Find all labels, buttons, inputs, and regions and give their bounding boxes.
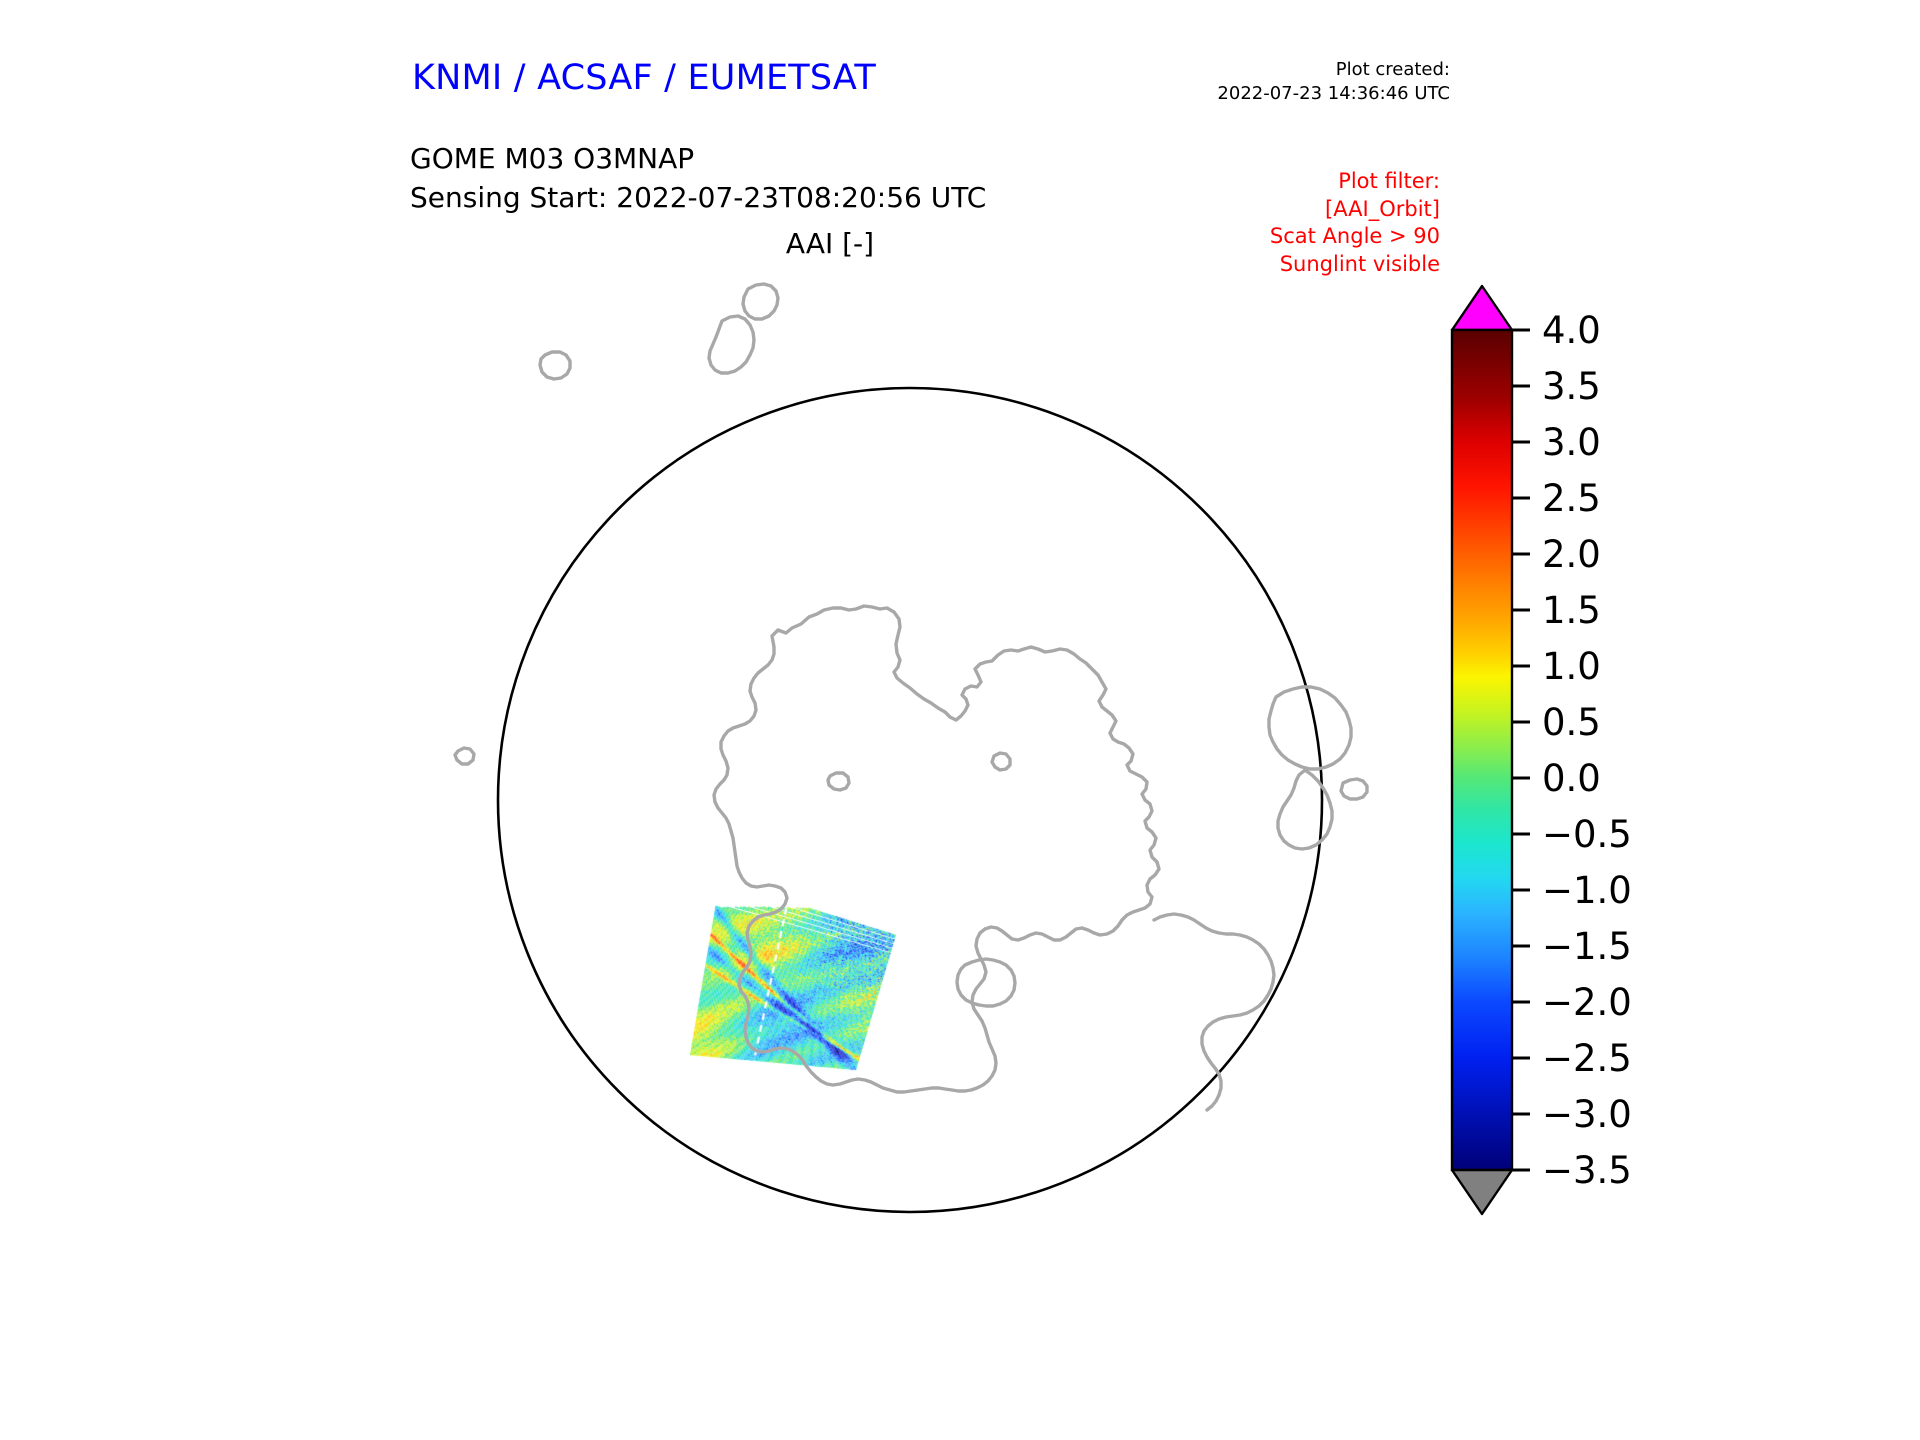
coastline-island-dot bbox=[453, 746, 476, 766]
plot-filter-block: Plot filter: [AAI_Orbit] Scat Angle > 90… bbox=[1090, 168, 1440, 278]
colorbar-tick-label: −1.5 bbox=[1542, 925, 1632, 968]
sensing-start: Sensing Start: 2022-07-23T08:20:56 UTC bbox=[410, 181, 987, 214]
map-area bbox=[400, 265, 1420, 1335]
colorbar-tick-label: 3.0 bbox=[1542, 421, 1601, 464]
colorbar-tick-label: 3.5 bbox=[1542, 365, 1601, 408]
page-title: AAI [-] bbox=[785, 227, 875, 260]
colorbar-tick-label: −3.0 bbox=[1542, 1093, 1632, 1136]
coastline-antarctica bbox=[712, 604, 1161, 1094]
colorbar-tick-label: 2.0 bbox=[1542, 533, 1601, 576]
colorbar-tick-label: 4.0 bbox=[1542, 309, 1601, 352]
plot-filter-label: Plot filter: bbox=[1338, 169, 1440, 193]
colorbar-tick-label: −0.5 bbox=[1542, 813, 1632, 856]
coastline-group bbox=[453, 282, 1369, 1112]
product-block: GOME M03 O3MNAP Sensing Start: 2022-07-2… bbox=[410, 139, 986, 217]
colorbar-gradient-bar bbox=[1450, 328, 1514, 1172]
coastline-tasmania bbox=[538, 350, 572, 381]
colorbar-tick-label: 0.0 bbox=[1542, 757, 1601, 800]
map-boundary-circle bbox=[496, 386, 1324, 1214]
coastline-south-america-south bbox=[1276, 768, 1334, 851]
colorbar: 4.0 3.5 3.0 2.5 2.0 1.5 1.0 0.5 0.0 −0.5 −1.0 −1.5 −… bbox=[1430, 280, 1860, 1350]
colorbar-tick-label: 1.5 bbox=[1542, 589, 1601, 632]
colorbar-tick-label: 0.5 bbox=[1542, 701, 1601, 744]
coastline-island-small-b bbox=[990, 751, 1012, 772]
colorbar-over-arrow bbox=[1450, 284, 1514, 332]
coastline-falklands bbox=[1339, 777, 1369, 801]
colorbar-tick-label: −1.0 bbox=[1542, 869, 1632, 912]
colorbar-tick-label: 1.0 bbox=[1542, 645, 1601, 688]
plot-created-label: Plot created: bbox=[1335, 59, 1450, 80]
coastline-antarctic-peninsula bbox=[1152, 912, 1276, 1112]
plot-created-block: Plot created: 2022-07-23 14:36:46 UTC bbox=[1100, 58, 1450, 106]
coastline-new-zealand-north bbox=[741, 282, 780, 321]
colorbar-under-arrow bbox=[1450, 1168, 1514, 1216]
colorbar-tick-label: −2.0 bbox=[1542, 981, 1632, 1024]
plot-created-timestamp: 2022-07-23 14:36:46 UTC bbox=[1217, 83, 1450, 104]
plot-filter-condition: Scat Angle > 90 bbox=[1269, 224, 1440, 248]
plot-filter-name: [AAI_Orbit] bbox=[1325, 196, 1440, 221]
colorbar-tick-label: 2.5 bbox=[1542, 477, 1601, 520]
colorbar-ticks: 4.0 3.5 3.0 2.5 2.0 1.5 1.0 0.5 0.0 −0.5 −1.0 −1.5 −… bbox=[1512, 309, 1632, 1192]
coastline-new-zealand-south bbox=[707, 314, 756, 375]
coastline-island-small-a bbox=[826, 771, 851, 792]
map-svg bbox=[453, 282, 1369, 1214]
agency-title: KNMI / ACSAF / EUMETSAT bbox=[412, 58, 876, 98]
colorbar-tick-label: −3.5 bbox=[1542, 1149, 1632, 1192]
product-name: GOME M03 O3MNAP bbox=[410, 142, 695, 175]
colorbar-svg: 4.0 3.5 3.0 2.5 2.0 1.5 1.0 0.5 0.0 −0.5 −1.0 −1.5 −… bbox=[1450, 284, 1632, 1216]
colorbar-tick-label: −2.5 bbox=[1542, 1037, 1632, 1080]
